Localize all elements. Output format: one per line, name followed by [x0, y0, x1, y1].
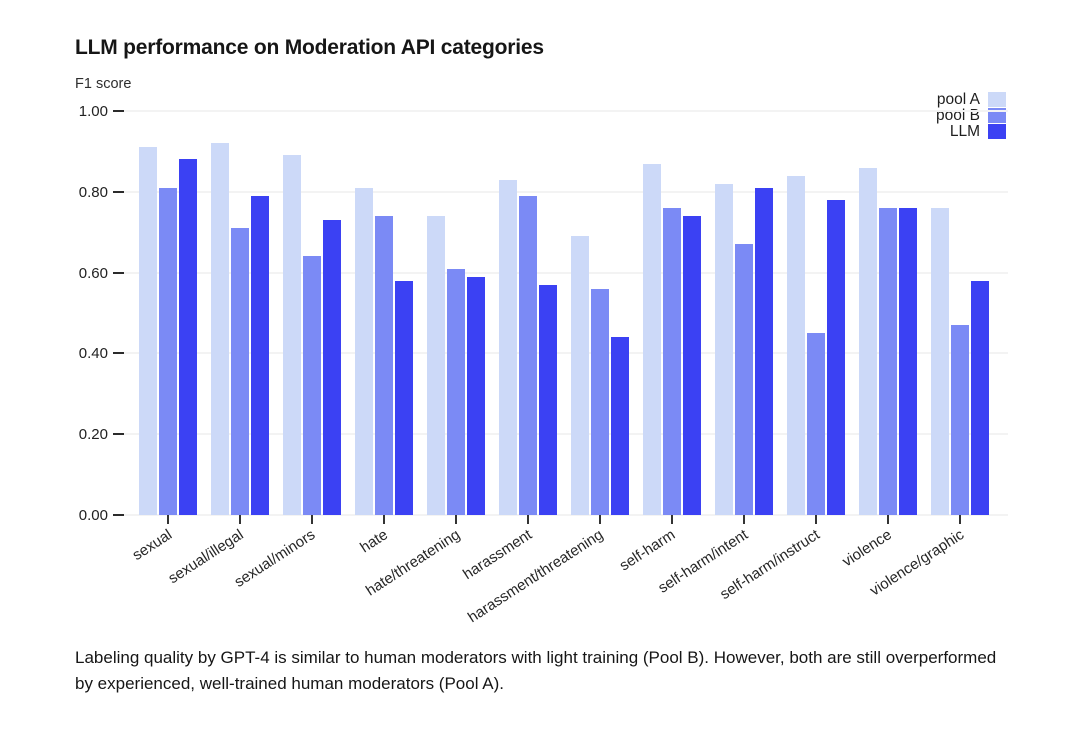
- x-axis-label-sexual-minors: sexual/minors: [231, 526, 319, 591]
- x-tick-mark-self-harm-intent: [743, 515, 745, 524]
- bar-llm-self-harm: [683, 216, 701, 515]
- legend-label-llm: LLM: [949, 122, 980, 140]
- legend-swatch-pool-a: [988, 92, 1006, 107]
- bar-pool-b-violence-graphic: [951, 325, 969, 515]
- bar-llm-self-harm-instruct: [827, 199, 845, 515]
- y-tick-mark-0.40: [113, 352, 124, 355]
- bar-llm-harassment: [539, 284, 557, 515]
- bar-pool-a-hate-threatening: [427, 216, 445, 515]
- x-tick-mark-violence: [887, 515, 889, 524]
- y-tick-mark-0.60: [113, 271, 124, 274]
- bar-pool-a-violence: [859, 167, 877, 515]
- bar-llm-sexual-illegal: [251, 195, 269, 515]
- gridline-0.60: [118, 271, 1008, 274]
- x-tick-mark-hate: [383, 515, 385, 524]
- x-tick-mark-sexual-minors: [311, 515, 313, 524]
- x-axis-label-hate: hate: [356, 526, 391, 557]
- chart-title: LLM performance on Moderation API catego…: [75, 36, 544, 59]
- bar-pool-a-self-harm-instruct: [787, 175, 805, 515]
- y-tick-label-0.40: 0.40: [78, 345, 108, 363]
- y-tick-mark-0.00: [113, 514, 124, 516]
- gridline-1.00: [118, 110, 1008, 112]
- bar-pool-b-hate: [375, 216, 393, 515]
- bar-pool-b-sexual-illegal: [231, 228, 249, 515]
- x-axis-label-harassment-threatening: harassment/threatening: [465, 526, 607, 627]
- bar-pool-b-self-harm-intent: [735, 244, 753, 515]
- x-axis-label-violence: violence: [839, 526, 895, 571]
- y-tick-mark-0.20: [113, 433, 124, 436]
- x-tick-mark-violence-graphic: [959, 515, 961, 524]
- x-axis-label-sexual: sexual: [129, 526, 175, 565]
- legend-item-llm: LLM: [950, 124, 1006, 139]
- gridline-0.20: [118, 433, 1008, 436]
- legend-label-pool-a: pool A: [936, 90, 980, 108]
- bar-pool-a-self-harm-intent: [715, 183, 733, 515]
- bar-llm-violence: [899, 207, 917, 515]
- bar-llm-self-harm-intent: [755, 187, 773, 515]
- bar-pool-b-sexual: [159, 187, 177, 515]
- chart-caption: Labeling quality by GPT-4 is similar to …: [75, 648, 997, 693]
- y-tick-label-1.00: 1.00: [78, 103, 108, 120]
- bar-pool-a-sexual: [139, 147, 157, 515]
- gridline-0.40: [118, 352, 1008, 355]
- bar-llm-hate: [395, 280, 413, 515]
- x-tick-mark-harassment: [527, 515, 529, 524]
- x-tick-mark-sexual-illegal: [239, 515, 241, 524]
- gridline-0.00: [118, 514, 1008, 516]
- bar-llm-sexual-minors: [323, 220, 341, 515]
- y-tick-mark-1.00: [113, 110, 124, 112]
- bar-pool-b-harassment-threatening: [591, 288, 609, 515]
- bar-llm-sexual: [179, 159, 197, 515]
- y-tick-label-0.00: 0.00: [78, 507, 108, 524]
- x-tick-mark-sexual: [167, 515, 169, 524]
- x-axis-label-self-harm: self-harm: [617, 526, 679, 575]
- bar-llm-harassment-threatening: [611, 337, 629, 515]
- bar-pool-b-violence: [879, 207, 897, 515]
- bar-pool-a-hate: [355, 187, 373, 515]
- bar-pool-a-harassment: [499, 179, 517, 515]
- x-tick-mark-hate-threatening: [455, 515, 457, 524]
- x-tick-mark-harassment-threatening: [599, 515, 601, 524]
- bar-pool-a-harassment-threatening: [571, 236, 589, 515]
- y-tick-mark-0.80: [113, 190, 124, 193]
- gridline-0.80: [118, 190, 1008, 193]
- y-tick-label-0.60: 0.60: [78, 264, 108, 282]
- bar-pool-a-violence-graphic: [931, 207, 949, 515]
- bar-llm-hate-threatening: [467, 276, 485, 515]
- y-tick-label-0.80: 0.80: [78, 183, 108, 201]
- bar-pool-b-hate-threatening: [447, 268, 465, 515]
- x-tick-mark-self-harm-instruct: [815, 515, 817, 524]
- bar-pool-a-self-harm: [643, 163, 661, 515]
- legend-item-pool-a: pool A: [937, 92, 1006, 107]
- bar-pool-b-harassment: [519, 195, 537, 515]
- bar-llm-violence-graphic: [971, 280, 989, 515]
- bar-pool-b-self-harm-instruct: [807, 333, 825, 515]
- y-axis-unit-label: F1 score: [75, 76, 132, 92]
- bar-pool-b-sexual-minors: [303, 256, 321, 515]
- bar-pool-a-sexual-illegal: [211, 143, 229, 515]
- bar-pool-b-self-harm: [663, 207, 681, 515]
- legend-swatch-llm: [988, 124, 1006, 139]
- bar-pool-a-sexual-minors: [283, 155, 301, 515]
- y-tick-label-0.20: 0.20: [78, 426, 108, 444]
- x-tick-mark-self-harm: [671, 515, 673, 524]
